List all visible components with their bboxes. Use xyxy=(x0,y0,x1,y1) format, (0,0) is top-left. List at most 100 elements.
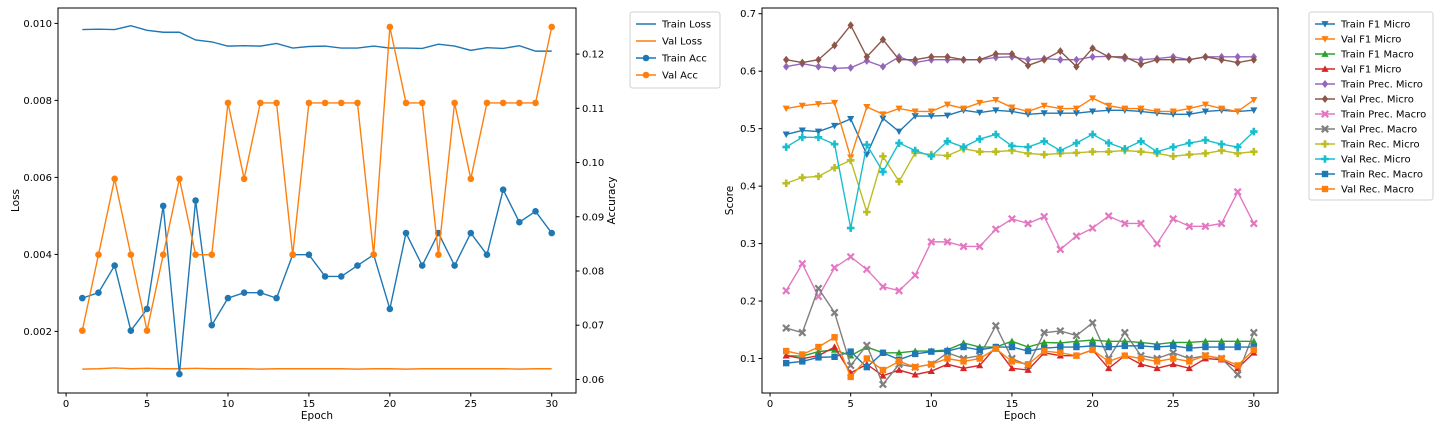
chart2-point-0-9 xyxy=(927,113,935,120)
chart2-point-1-3 xyxy=(830,99,839,107)
chart1-series-1 xyxy=(82,367,552,370)
chart1-point-2-8 xyxy=(208,321,216,329)
chart1-point-2-25 xyxy=(483,251,491,259)
chart2-point-5-29 xyxy=(1250,55,1258,64)
chart2-point-10-19 xyxy=(1089,342,1096,350)
chart2-point-11-2 xyxy=(815,343,822,351)
chart1-ytick-left-label-4: 0.010 xyxy=(23,19,52,30)
chart2-series-5 xyxy=(782,21,1258,71)
chart1-point-3-22 xyxy=(435,251,442,259)
chart2-point-11-22 xyxy=(1137,355,1145,362)
chart2-point-5-25 xyxy=(1186,55,1193,64)
chart1-line-1 xyxy=(82,367,552,370)
chart2-legend-marker-2 xyxy=(1321,50,1329,57)
chart1-plot-area xyxy=(58,8,576,393)
chart2-legend-marker-7 xyxy=(1321,125,1329,133)
chart1-legend-box xyxy=(629,11,721,89)
chart2-point-6-10 xyxy=(943,237,952,246)
chart1-point-3-8 xyxy=(208,251,216,259)
chart1-point-2-11 xyxy=(257,289,264,296)
chart1-legend-marker-2 xyxy=(642,54,650,62)
chart2-point-1-22 xyxy=(1137,105,1145,113)
chart2-point-1-8 xyxy=(911,108,919,116)
chart2-point-7-1 xyxy=(798,328,807,337)
chart1-line-2 xyxy=(82,187,553,375)
chart2-point-10-6 xyxy=(879,349,887,356)
chart2-point-10-24 xyxy=(1169,342,1177,350)
chart1-legend-label-2: Train Acc xyxy=(661,54,707,65)
chart2-point-9-23 xyxy=(1153,147,1161,156)
chart2-legend-entry-10: Train Rec. Macro xyxy=(1315,170,1423,181)
chart2-point-9-15 xyxy=(1024,143,1032,151)
chart2-point-9-25 xyxy=(1185,139,1194,147)
chart2-point-7-21 xyxy=(1120,328,1129,337)
chart2-point-9-19 xyxy=(1088,130,1097,139)
chart2-legend-entry-7: Val Prec. Macro xyxy=(1315,125,1417,136)
chart2-point-1-24 xyxy=(1169,108,1177,116)
chart2-point-1-18 xyxy=(1072,105,1081,113)
chart1-point-2-17 xyxy=(354,262,361,269)
chart2-point-11-27 xyxy=(1218,355,1225,362)
chart2-point-6-29 xyxy=(1249,219,1258,228)
chart2-point-11-20 xyxy=(1105,358,1112,365)
chart1-ylabel-right: Accuracy xyxy=(606,177,618,225)
chart2-point-3-7 xyxy=(895,366,903,373)
chart2-point-8-6 xyxy=(879,152,887,161)
chart2-point-6-11 xyxy=(959,242,968,251)
chart2-point-7-29 xyxy=(1249,328,1258,337)
chart2-legend-marker-8 xyxy=(1321,140,1329,148)
chart1-series-2 xyxy=(78,186,556,378)
chart2-legend-entry-6: Train Prec. Macro xyxy=(1315,110,1426,121)
chart1-xtick-label-2: 10 xyxy=(222,399,235,410)
chart2-xtick-label-5: 25 xyxy=(1167,399,1180,410)
chart1-point-2-20 xyxy=(402,229,410,237)
chart2-point-6-6 xyxy=(878,282,887,291)
chart2-point-10-20 xyxy=(1105,343,1112,351)
chart2-point-8-22 xyxy=(1137,147,1145,156)
chart2-legend-label-10: Train Rec. Macro xyxy=(1340,170,1423,181)
chart2-point-7-19 xyxy=(1088,318,1097,327)
chart1-point-3-2 xyxy=(111,175,118,183)
chart1-ytick-left-label-0: 0.002 xyxy=(23,327,52,338)
chart2-point-0-0 xyxy=(782,131,790,139)
chart1-point-2-26 xyxy=(499,186,507,193)
chart2-point-1-7 xyxy=(895,105,903,113)
chart1-point-3-21 xyxy=(418,99,426,107)
chart1-point-3-18 xyxy=(370,251,377,259)
chart2-point-5-21 xyxy=(1121,52,1129,61)
chart1-point-3-5 xyxy=(159,251,167,259)
chart2-point-10-21 xyxy=(1121,342,1129,350)
chart2-point-0-29 xyxy=(1250,107,1258,114)
chart2-point-10-0 xyxy=(782,359,790,367)
chart2-point-3-8 xyxy=(911,371,919,378)
chart1-xtick-label-0: 0 xyxy=(63,399,69,410)
chart2-point-2-2 xyxy=(814,348,823,355)
chart1-point-2-6 xyxy=(176,370,183,378)
chart2-point-6-26 xyxy=(1201,222,1210,231)
chart2-point-8-13 xyxy=(992,147,1000,156)
chart2-legend-marker-6 xyxy=(1321,110,1329,118)
chart2-point-1-21 xyxy=(1121,105,1129,113)
chart1-point-2-10 xyxy=(240,289,248,296)
chart2-legend-label-3: Val F1 Micro xyxy=(1341,65,1401,76)
chart2-legend-marker-3 xyxy=(1321,65,1329,72)
chart2-point-0-20 xyxy=(1105,107,1113,114)
chart2-point-0-26 xyxy=(1201,108,1210,116)
chart2-point-2-25 xyxy=(1185,338,1193,346)
chart2-point-2-19 xyxy=(1088,336,1097,344)
chart2-point-4-4 xyxy=(847,63,854,72)
chart1-line-3 xyxy=(81,26,553,331)
chart2-point-9-18 xyxy=(1072,139,1081,147)
chart2-series-11 xyxy=(782,334,1258,381)
chart2-ytick-label-3: 0.4 xyxy=(740,182,756,193)
chart2-point-8-24 xyxy=(1169,152,1177,161)
chart2-legend-marker-10 xyxy=(1321,170,1329,178)
chart2-legend-entry-3: Val F1 Micro xyxy=(1315,65,1401,76)
chart2-point-9-27 xyxy=(1217,140,1226,148)
chart2-point-6-13 xyxy=(991,225,1000,234)
chart2-legend-marker-11 xyxy=(1321,185,1329,193)
chart2-xtick-label-4: 20 xyxy=(1086,399,1099,410)
chart2-point-8-12 xyxy=(975,147,984,156)
chart2-point-1-1 xyxy=(798,102,806,110)
chart1-frame xyxy=(57,7,577,394)
